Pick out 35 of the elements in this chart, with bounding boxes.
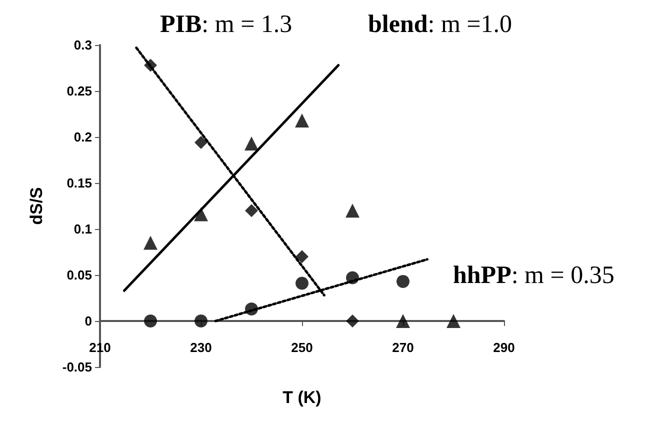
y-tick-label: 0.1 bbox=[74, 222, 92, 236]
point bbox=[296, 276, 308, 290]
point bbox=[346, 314, 359, 328]
y-tick-label: 0 bbox=[84, 314, 92, 328]
point bbox=[244, 136, 258, 150]
y-axis-title: dS/S bbox=[27, 187, 46, 225]
y-tick-label: -0.05 bbox=[62, 360, 92, 374]
x-tick-label: 290 bbox=[493, 340, 515, 355]
y-tick-label: 0.05 bbox=[66, 268, 92, 282]
point bbox=[144, 58, 157, 72]
point bbox=[346, 271, 359, 284]
text: blend: m =1.0 bbox=[368, 11, 512, 38]
point bbox=[194, 136, 208, 150]
y-tick-label: 0.25 bbox=[66, 84, 92, 98]
x-tick-label: 250 bbox=[291, 340, 313, 355]
point bbox=[245, 302, 258, 316]
point bbox=[245, 204, 258, 218]
y-tick-label: 0.3 bbox=[74, 38, 92, 52]
point bbox=[296, 250, 308, 264]
point bbox=[346, 204, 360, 218]
point bbox=[396, 314, 410, 328]
point bbox=[144, 314, 157, 328]
text: PIB: m = 1.3 bbox=[160, 11, 292, 38]
point bbox=[194, 314, 208, 328]
point bbox=[396, 274, 410, 288]
x-axis-title: T (K) bbox=[282, 388, 322, 407]
point bbox=[295, 113, 309, 128]
y-tick-label: 0.15 bbox=[66, 176, 92, 190]
point bbox=[446, 314, 460, 328]
annotation: hhPP: m = 0.35 bbox=[453, 262, 614, 289]
point bbox=[144, 236, 158, 250]
point bbox=[194, 207, 208, 222]
x-tick-label: 230 bbox=[190, 340, 212, 355]
y-tick-label: 0.2 bbox=[74, 130, 92, 144]
x-tick-label: 270 bbox=[392, 340, 414, 355]
